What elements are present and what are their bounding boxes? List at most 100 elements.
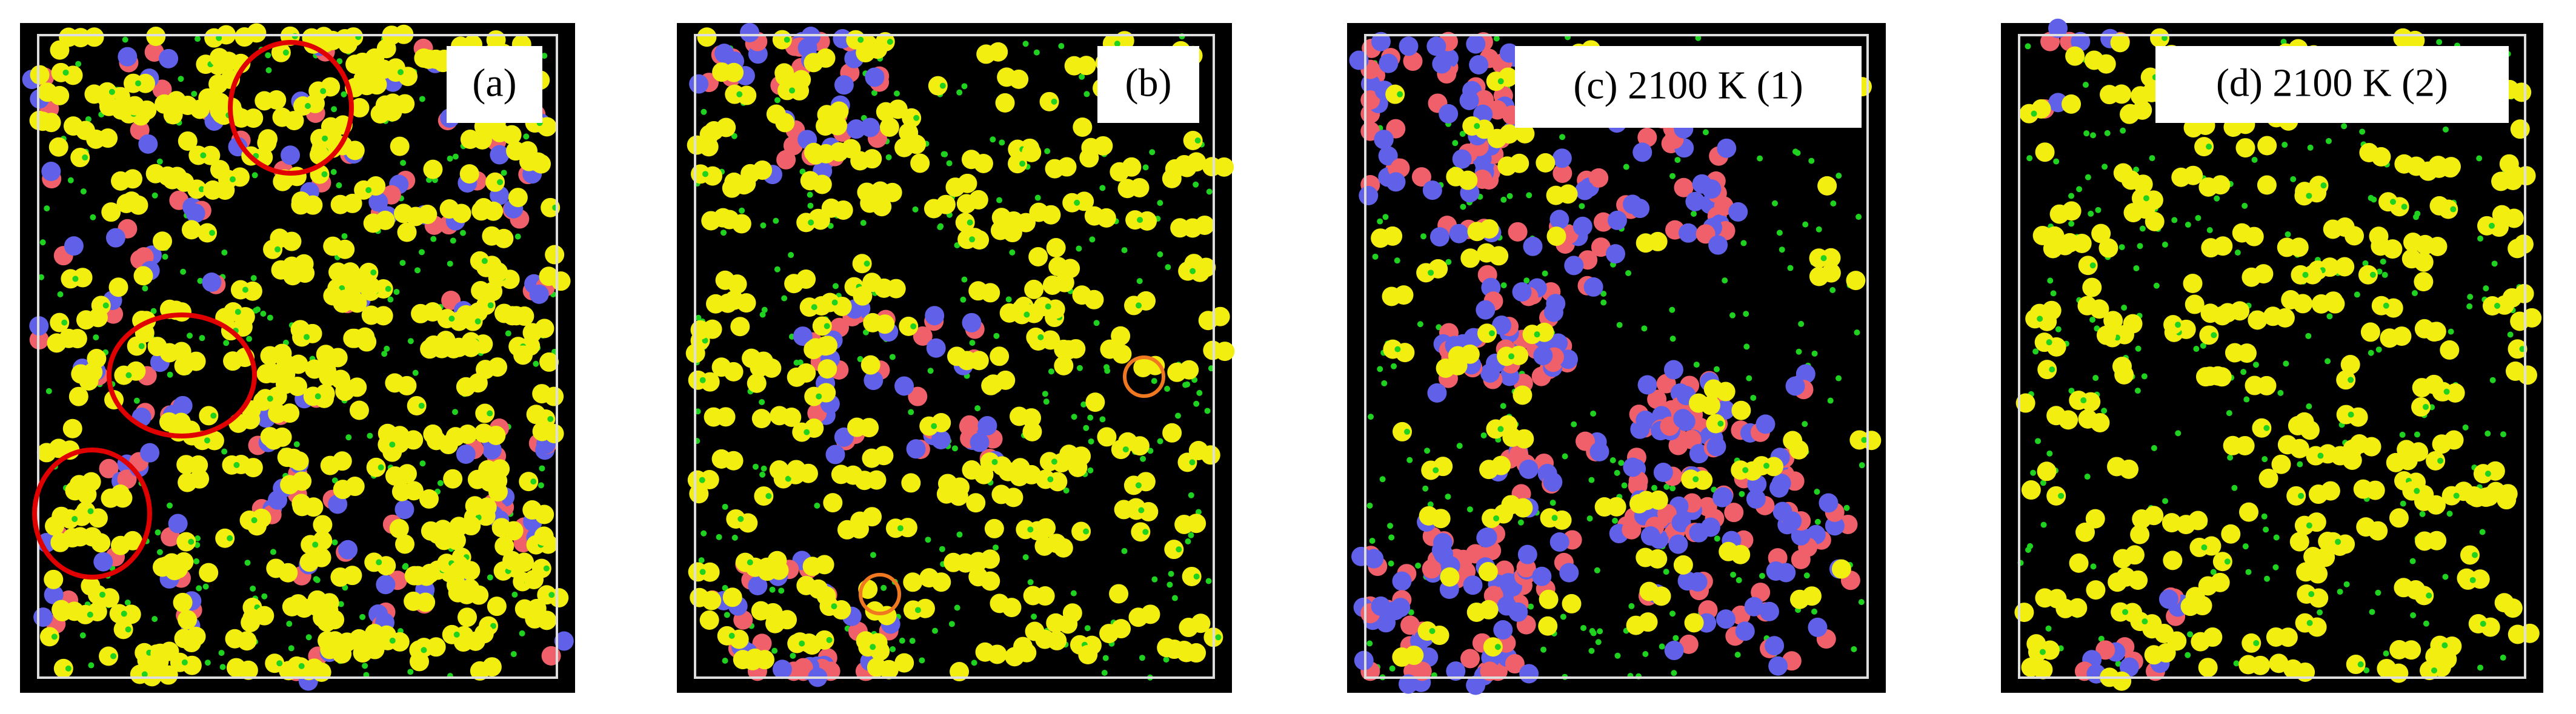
green-atom [221,448,228,455]
yellow-atom [2037,311,2057,331]
yellow-atom [1513,498,1533,518]
blue-atom [1746,489,1766,509]
green-atom [1149,149,1156,156]
green-atom [2121,305,2128,311]
green-atom [1193,573,1200,580]
green-atom [407,338,414,345]
green-atom [124,600,131,606]
green-atom [1023,311,1030,318]
yellow-atom [2503,598,2523,618]
blue-atom [1771,474,1791,494]
green-atom [880,584,887,591]
yellow-atom [407,395,427,415]
yellow-atom [2068,598,2088,618]
yellow-atom [2183,165,2203,185]
green-atom [1542,270,1548,277]
green-atom [2040,521,2047,528]
green-atom [2187,631,2194,638]
yellow-atom [167,91,187,111]
green-atom [2025,546,2031,553]
blue-atom [1364,549,1384,569]
yellow-atom [2133,174,2153,194]
red-atom [1400,615,1420,635]
yellow-atom [931,572,951,592]
yellow-atom [1022,142,1042,162]
yellow-atom [2414,272,2434,292]
green-atom [2484,471,2491,477]
green-atom [1787,265,1794,271]
green-atom [702,171,709,177]
yellow-atom [1130,177,1150,197]
yellow-atom [2082,277,2102,297]
yellow-atom [1016,213,1036,233]
green-atom [242,286,248,293]
yellow-atom [199,563,219,583]
yellow-atom [231,53,251,73]
yellow-atom [230,167,250,187]
yellow-atom [2460,545,2480,565]
blue-atom [894,376,914,396]
green-atom [2046,339,2052,346]
green-atom [1659,643,1665,650]
yellow-atom [1513,385,1533,405]
label-box [1097,46,1199,123]
green-atom [2214,195,2220,202]
blue-atom [1825,516,1845,536]
blue-atom [1706,437,1726,457]
green-atom [937,223,944,230]
yellow-atom [2320,481,2340,501]
green-atom [2025,43,2031,50]
green-atom [2252,362,2259,368]
yellow-atom [1539,589,1559,609]
yellow-atom [1048,472,1068,492]
green-atom [282,49,289,56]
yellow-atom [2035,142,2055,162]
yellow-atom [1140,604,1160,624]
green-atom [2290,176,2297,182]
green-atom [2443,388,2450,395]
green-atom [246,336,253,342]
yellow-atom [64,601,84,621]
green-atom [1366,502,1373,509]
green-atom [1508,353,1515,360]
yellow-atom [2335,217,2355,237]
yellow-atom [2429,196,2449,216]
green-atom [1372,253,1379,260]
green-atom [1858,599,1865,606]
yellow-atom [1010,458,1030,478]
yellow-atom [494,228,514,248]
yellow-atom [1017,643,1037,663]
green-atom [1079,73,1085,80]
blue-atom [1653,463,1673,483]
yellow-atom [2520,623,2540,643]
yellow-atom [2045,226,2065,246]
green-atom [267,314,273,321]
green-atom [739,207,745,214]
green-atom [1517,519,1524,526]
green-atom [331,477,338,484]
yellow-atom [2361,437,2381,457]
yellow-atom [88,308,108,328]
yellow-atom [2014,603,2034,623]
yellow-atom [1716,382,1736,402]
blue-atom [1583,277,1603,297]
green-atom [2095,207,2102,213]
yellow-atom [284,111,304,131]
yellow-atom [2323,291,2343,311]
green-atom [198,186,205,193]
yellow-atom [242,281,262,301]
blue-atom [138,134,158,154]
yellow-atom [113,620,133,640]
yellow-atom [1394,285,1414,305]
green-atom [1184,381,1191,388]
green-atom [418,402,425,409]
yellow-atom [506,306,526,326]
yellow-atom [2371,147,2391,167]
green-atom [67,177,74,183]
green-atom [1034,194,1041,201]
yellow-atom [181,220,201,240]
green-atom [93,334,99,341]
yellow-atom [910,153,930,173]
yellow-atom [485,172,505,192]
blue-atom [1776,563,1796,583]
